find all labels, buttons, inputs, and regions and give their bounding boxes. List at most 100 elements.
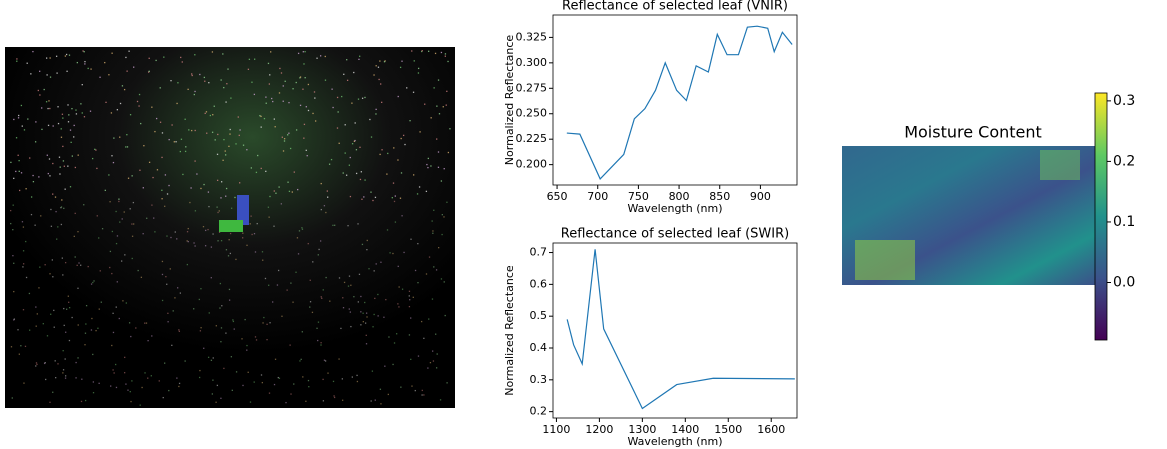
point xyxy=(13,118,15,121)
point xyxy=(262,259,264,261)
point xyxy=(299,104,302,107)
point xyxy=(277,269,280,272)
point xyxy=(75,377,77,379)
point xyxy=(338,142,340,144)
point xyxy=(374,196,377,199)
point xyxy=(268,83,271,85)
point xyxy=(217,133,219,136)
point xyxy=(254,336,257,338)
point xyxy=(171,124,173,126)
y-tick-label: 0.5 xyxy=(530,309,548,322)
point xyxy=(255,171,258,174)
point xyxy=(272,100,274,103)
point xyxy=(225,187,228,190)
point xyxy=(42,323,44,325)
point xyxy=(268,284,270,286)
point xyxy=(41,128,43,131)
point xyxy=(336,96,339,99)
point xyxy=(35,365,37,367)
point xyxy=(161,273,164,276)
point xyxy=(392,363,394,366)
point xyxy=(62,372,64,374)
point xyxy=(301,227,303,229)
point xyxy=(184,360,186,362)
point xyxy=(216,153,219,155)
point xyxy=(113,372,115,374)
point xyxy=(23,382,25,384)
point xyxy=(108,174,110,176)
point xyxy=(118,200,120,203)
point xyxy=(316,327,318,329)
point xyxy=(111,272,113,275)
point xyxy=(408,305,411,308)
point xyxy=(81,378,83,380)
colorbar-tick-label: 0.1 xyxy=(1113,214,1135,230)
point xyxy=(199,73,201,76)
point xyxy=(292,88,294,90)
chart-title: Reflectance of selected leaf (SWIR) xyxy=(561,227,789,242)
point xyxy=(16,60,18,62)
point xyxy=(212,114,214,116)
point xyxy=(234,196,236,199)
point xyxy=(317,321,320,323)
point xyxy=(235,143,237,145)
point xyxy=(288,101,290,104)
point xyxy=(174,231,176,233)
point xyxy=(373,74,375,76)
point xyxy=(210,246,213,248)
point xyxy=(57,106,59,108)
point xyxy=(74,166,77,169)
point xyxy=(171,344,173,347)
point xyxy=(265,170,267,173)
point xyxy=(147,340,149,342)
point xyxy=(35,362,38,364)
point xyxy=(356,380,359,383)
point xyxy=(275,192,277,194)
point xyxy=(297,52,300,55)
point xyxy=(20,172,23,174)
point xyxy=(30,213,33,216)
point xyxy=(202,226,205,228)
x-tick-label: 800 xyxy=(669,190,690,203)
point xyxy=(18,189,21,192)
point xyxy=(208,205,210,208)
point xyxy=(277,376,279,379)
point xyxy=(152,176,154,179)
point xyxy=(363,196,365,198)
point xyxy=(144,322,146,324)
heatmap-patch xyxy=(855,240,915,280)
point xyxy=(12,229,14,231)
point xyxy=(47,172,49,175)
point xyxy=(355,149,358,151)
point xyxy=(349,156,351,159)
point xyxy=(74,256,76,258)
point xyxy=(69,186,72,188)
point xyxy=(137,269,139,272)
point xyxy=(242,237,244,239)
point xyxy=(375,113,377,115)
point xyxy=(288,132,290,134)
point xyxy=(400,172,403,174)
point xyxy=(10,346,13,348)
point xyxy=(337,111,339,113)
point xyxy=(443,168,445,170)
point xyxy=(293,171,295,173)
point xyxy=(427,157,429,160)
point xyxy=(402,134,405,137)
point xyxy=(370,400,372,402)
point xyxy=(161,156,163,159)
x-axis-label: Wavelength (nm) xyxy=(627,435,722,448)
point xyxy=(68,54,71,56)
point xyxy=(440,51,443,54)
point xyxy=(118,317,120,320)
point xyxy=(143,145,145,147)
point xyxy=(446,201,448,203)
point xyxy=(333,396,336,399)
point xyxy=(322,378,324,381)
point xyxy=(233,328,235,330)
point xyxy=(396,333,398,335)
point xyxy=(425,273,428,275)
point xyxy=(15,170,17,173)
point xyxy=(32,174,34,177)
point xyxy=(384,365,386,367)
